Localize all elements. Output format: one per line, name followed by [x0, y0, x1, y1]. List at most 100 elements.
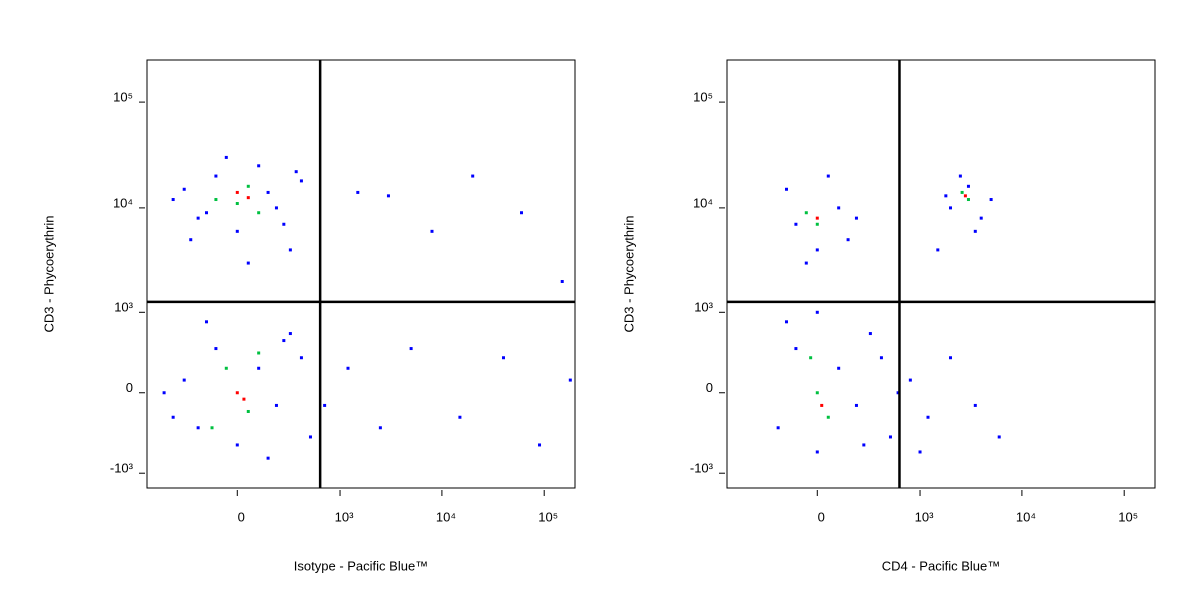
event-dot: [966, 184, 970, 188]
event-dot: [820, 403, 824, 407]
event-dot: [346, 366, 350, 370]
event-dot: [224, 366, 228, 370]
event-dot: [235, 229, 239, 233]
event-dot: [868, 332, 872, 336]
event-dot: [266, 456, 270, 460]
event-dot: [409, 347, 413, 351]
x-tick-label: 10⁵: [538, 509, 558, 524]
event-dot: [246, 261, 250, 265]
event-dot: [784, 187, 788, 191]
x-tick-label: 0: [238, 509, 245, 524]
event-dot: [356, 190, 360, 194]
event-dot: [963, 194, 967, 198]
event-dot: [888, 435, 892, 439]
event-dot: [854, 403, 858, 407]
event-dot: [196, 426, 200, 430]
event-dot: [794, 222, 798, 226]
y-tick-label: 10⁴: [693, 195, 713, 210]
event-dot: [235, 190, 239, 194]
y-tick-label: -10³: [690, 461, 714, 476]
event-dot: [171, 415, 175, 419]
event-dot: [815, 248, 819, 252]
plot-frame: [726, 59, 1156, 489]
y-axis-title: CD3 - Phycoerythrin: [41, 215, 56, 332]
event-dot: [837, 366, 841, 370]
event-dot: [204, 211, 208, 215]
event-dot: [430, 229, 434, 233]
event-dot: [997, 435, 1001, 439]
event-dot: [944, 194, 948, 198]
event-dot: [926, 415, 930, 419]
event-dot: [210, 426, 214, 430]
event-dot: [973, 403, 977, 407]
event-dot: [242, 397, 246, 401]
plot-frame: [146, 59, 576, 489]
event-dot: [288, 332, 292, 336]
event-dot: [282, 339, 286, 343]
x-tick-label: 10⁴: [436, 509, 456, 524]
event-dot: [908, 378, 912, 382]
event-dot: [274, 403, 278, 407]
event-dot: [896, 391, 900, 395]
y-axis-title: CD3 - Phycoerythrin: [621, 215, 636, 332]
event-dot: [458, 415, 462, 419]
event-dot: [989, 198, 993, 202]
y-tick-label: 10⁵: [113, 90, 133, 105]
y-tick-label: 10³: [114, 300, 133, 315]
event-dot: [257, 351, 261, 355]
y-tick-label: 0: [706, 380, 713, 395]
event-dot: [979, 216, 983, 220]
event-dot: [966, 198, 970, 202]
event-dot: [815, 310, 819, 314]
y-tick-label: 0: [126, 380, 133, 395]
event-dot: [257, 211, 261, 215]
event-dot: [246, 184, 250, 188]
event-dot: [235, 202, 239, 206]
y-tick-label: 10³: [694, 300, 713, 315]
y-tick-label: 10⁴: [113, 195, 133, 210]
event-dot: [308, 435, 312, 439]
x-axis-title: CD4 - Pacific Blue™: [882, 558, 1000, 573]
event-dot: [274, 206, 278, 210]
event-dot: [196, 216, 200, 220]
event-dot: [162, 391, 166, 395]
event-dot: [246, 196, 250, 200]
x-tick-label: 10⁵: [1118, 509, 1138, 524]
event-dot: [854, 216, 858, 220]
event-dot: [560, 279, 564, 283]
event-dot: [257, 164, 261, 168]
event-dot: [386, 194, 390, 198]
event-dot: [809, 356, 813, 360]
event-dot: [804, 211, 808, 215]
event-dot: [958, 174, 962, 178]
event-dot: [501, 356, 505, 360]
event-dot: [214, 347, 218, 351]
event-dot: [826, 174, 830, 178]
event-dot: [235, 391, 239, 395]
event-dot: [837, 206, 841, 210]
event-dot: [214, 198, 218, 202]
event-dot: [815, 216, 819, 220]
event-dot: [378, 426, 382, 430]
event-dot: [189, 238, 193, 242]
x-tick-label: 10³: [915, 509, 934, 524]
event-dot: [794, 347, 798, 351]
event-dot: [299, 179, 303, 183]
event-dot: [776, 426, 780, 430]
event-dot: [288, 248, 292, 252]
x-tick-label: 0: [818, 509, 825, 524]
event-dot: [879, 356, 883, 360]
event-dot: [214, 174, 218, 178]
x-tick-label: 10³: [335, 509, 354, 524]
event-dot: [171, 198, 175, 202]
plot: 0 10³ 10⁴ 10⁵ -10³ 0 10³ 10⁴ 10⁵ Isotype - Pacifi…: [41, 59, 576, 573]
x-axis-title: Isotype - Pacific Blue™: [294, 558, 428, 573]
y-tick-label: -10³: [110, 461, 134, 476]
event-dot: [235, 443, 239, 447]
event-dot: [182, 187, 186, 191]
event-dot: [846, 238, 850, 242]
event-dot: [784, 320, 788, 324]
event-dot: [520, 211, 524, 215]
event-dot: [266, 190, 270, 194]
event-dot: [224, 155, 228, 159]
